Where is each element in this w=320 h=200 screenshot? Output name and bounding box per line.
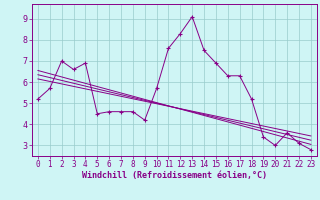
X-axis label: Windchill (Refroidissement éolien,°C): Windchill (Refroidissement éolien,°C): [82, 171, 267, 180]
